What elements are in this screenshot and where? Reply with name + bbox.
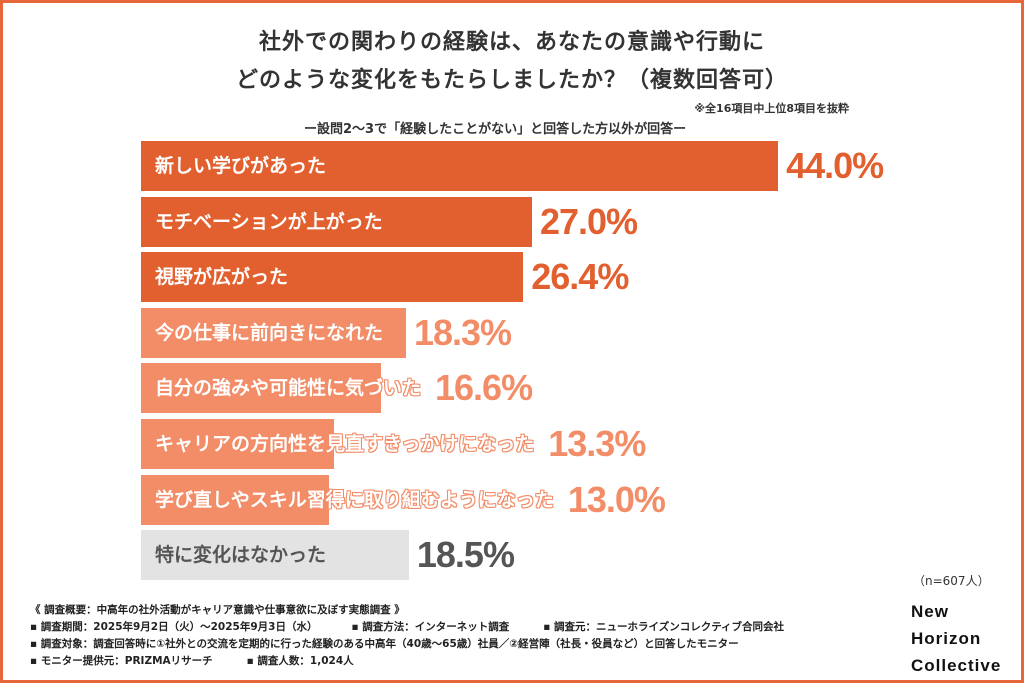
sample-size: （n=607人） xyxy=(913,574,990,588)
footer-line: 《 調査概要：中高年の社外活動がキャリア意識や仕事意欲に及ぼす実態調査 》 xyxy=(30,602,818,619)
footer-line: ▪ モニター提供元：PRIZMAリサーチ ▪ 調査人数：1,024人 xyxy=(30,653,818,670)
bar xyxy=(141,141,779,191)
bar xyxy=(141,419,334,469)
brand-line: Horizon xyxy=(911,629,982,648)
category-label: 視野が広がった xyxy=(155,266,289,289)
brand-line: New xyxy=(911,602,949,621)
footer-item: ▪ 調査方法：インターネット調査 xyxy=(351,621,510,633)
value-label: 18.3% xyxy=(413,311,512,353)
chart-title: 社外での関わりの経験は、あなたの意識や行動に どのような変化をもたらしましたか？… xyxy=(0,24,1024,100)
footer-item: 《 調査概要：中高年の社外活動がキャリア意識や仕事意欲に及ぼす実態調査 》 xyxy=(30,604,405,616)
category-label: 新しい学びがあった xyxy=(155,155,327,177)
category-label: モチベーションが上がった xyxy=(155,210,383,233)
footer-item: ▪ 調査対象：調査回答時に①社外との交流を定期的に行った経験のある中高年（40歳… xyxy=(30,638,739,650)
value-label: 18.5% xyxy=(416,534,515,576)
chart-note: ※全16項目中上位8項目を抜粋 xyxy=(694,102,849,115)
bar xyxy=(141,474,330,525)
value-label: 26.4% xyxy=(531,256,629,298)
value-label: 27.0% xyxy=(539,200,638,242)
footer-item: ▪ 調査人数：1,024人 xyxy=(246,655,354,667)
title-line-1: 社外での関わりの経験は、あなたの意識や行動に xyxy=(258,30,765,55)
footer-item: ▪ モニター提供元：PRIZMAリサーチ xyxy=(30,655,213,667)
bar xyxy=(141,252,524,303)
survey-footer: 《 調査概要：中高年の社外活動がキャリア意識や仕事意欲に及ぼす実態調査 》 ▪ 調… xyxy=(30,602,818,670)
bar xyxy=(141,307,406,358)
category-label: 今の仕事に前向きになれた xyxy=(155,321,384,344)
bar xyxy=(141,363,382,414)
category-label: 自分の強みや可能性に気づいた xyxy=(155,377,422,400)
category-label: キャリアの方向性を見直すきっかけになった xyxy=(155,433,535,455)
value-label: 13.0% xyxy=(567,478,666,520)
brand-line: Collective xyxy=(911,656,1002,675)
chart-subtitle: ー設問2〜3で「経験したことがない」と回答した方以外が回答ー xyxy=(304,122,687,137)
value-label: 13.3% xyxy=(548,423,646,464)
value-label: 44.0% xyxy=(786,145,884,186)
value-label: 16.6% xyxy=(435,367,533,409)
category-label: 学び直しやスキル習得に取り組むようになった xyxy=(155,488,554,511)
title-line-2: どのような変化をもたらしましたか？（複数回答可） xyxy=(235,68,788,93)
footer-line: ▪ 調査期間：2025年9月2日（火）〜2025年9月3日（水） ▪ 調査方法：イ… xyxy=(30,619,818,636)
footer-item: ▪ 調査期間：2025年9月2日（火）〜2025年9月3日（水） xyxy=(30,621,318,633)
category-label: 特に変化はなかった xyxy=(155,544,327,567)
footer-item: ▪ 調査元：ニューホライズンコレクティブ合同会社 xyxy=(543,621,785,633)
bar xyxy=(141,530,409,581)
bar xyxy=(141,196,532,247)
footer-line: ▪ 調査対象：調査回答時に①社外との交流を定期的に行った経験のある中高年（40歳… xyxy=(30,636,818,653)
brand-logo: New Horizon Collective xyxy=(911,598,1001,679)
